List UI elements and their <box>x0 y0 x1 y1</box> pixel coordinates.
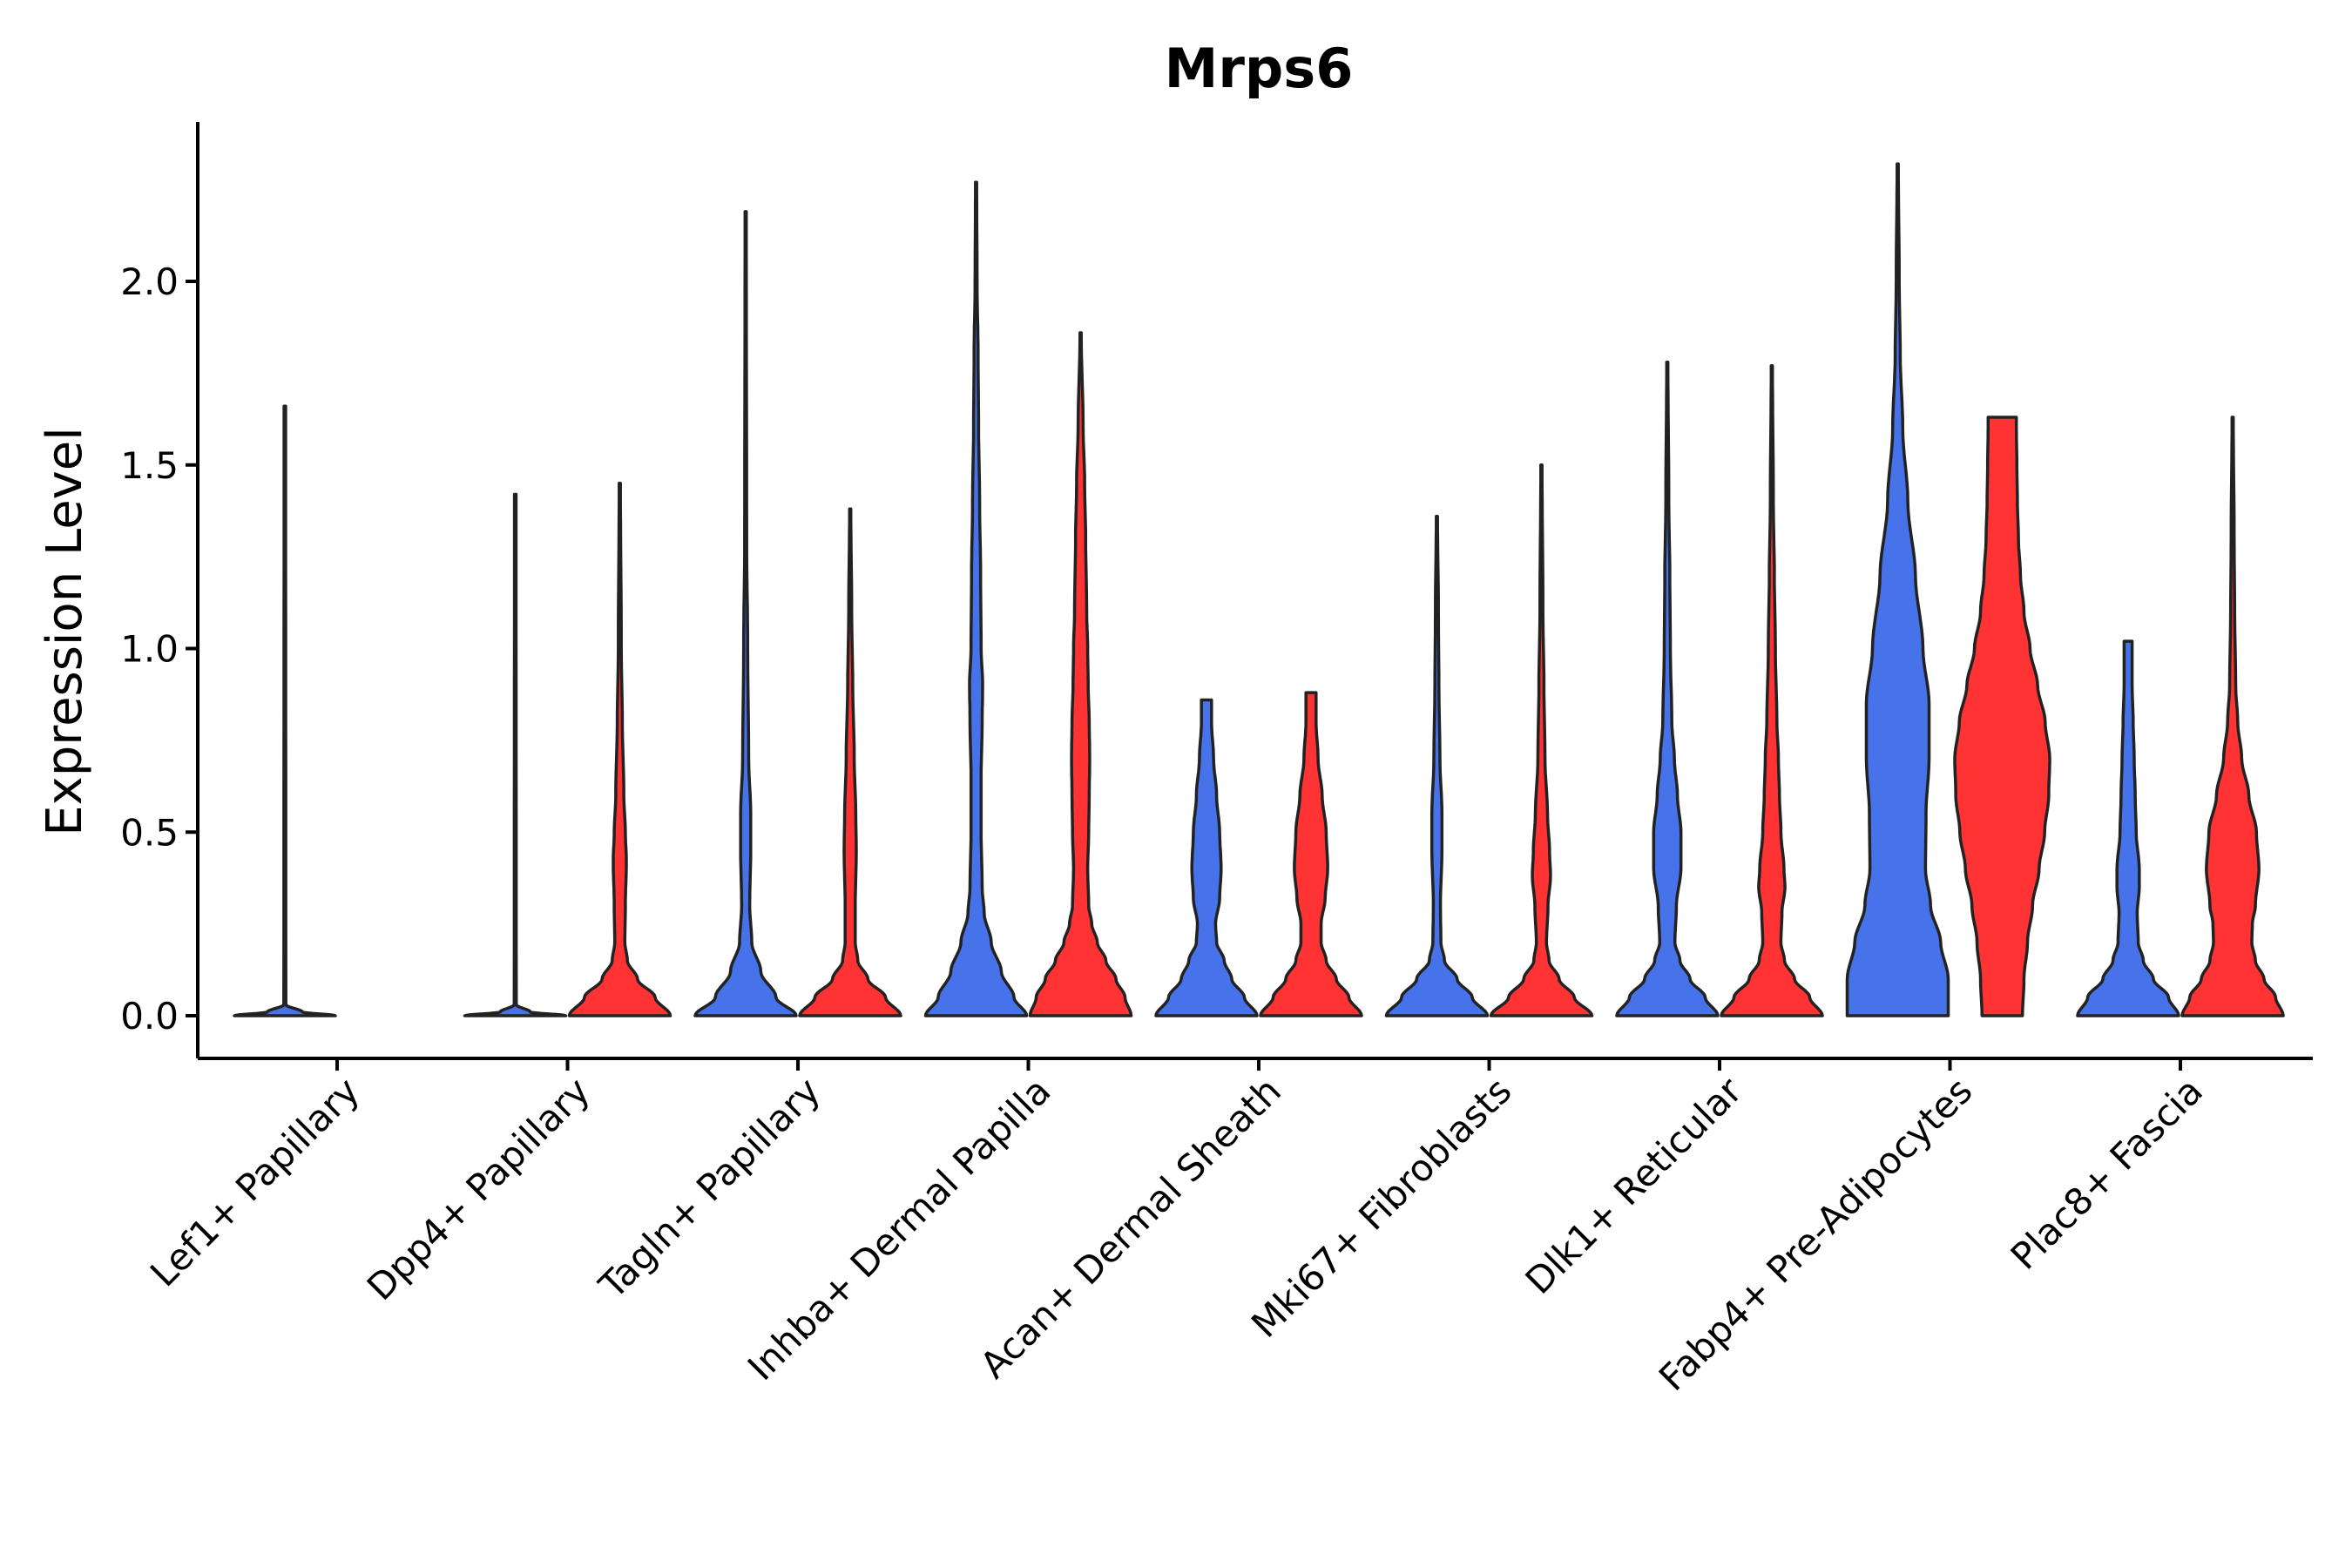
violin-group1-plac8-fascia <box>2076 639 2180 1017</box>
violin-group1-dpp4-papillary <box>463 492 568 1017</box>
x-tick-label-dlk1-reticular: Dlk1+ Reticular <box>1517 1069 1751 1302</box>
violin-group2-mki67-fibroblasts <box>1489 463 1594 1017</box>
violin-group2-acan-dermal-sheath <box>1259 691 1363 1017</box>
y-axis-label: Expression Level <box>37 427 93 836</box>
violin-group1-inhba-dermal-papilla <box>923 180 1029 1017</box>
violin-group2-dlk1-reticular <box>1720 364 1824 1017</box>
x-tick-label-mki67-fibroblasts: Mki67+ Fibroblasts <box>1243 1069 1519 1345</box>
y-tick-label: 1.0 <box>120 628 179 671</box>
x-tick-label-plac8-fascia: Plac8+ Fascia <box>2003 1069 2211 1277</box>
y-tick-label: 0.0 <box>120 995 179 1037</box>
y-tick-label: 0.5 <box>120 811 179 854</box>
violin-group2-fabp4-pre-adipocytes <box>1953 416 2051 1017</box>
violin-group2-inhba-dermal-papilla <box>1028 331 1133 1017</box>
violin-group1-lef1-papillary <box>233 404 337 1017</box>
violins-layer <box>233 162 2285 1017</box>
violin-group1-dlk1-reticular <box>1615 360 1720 1017</box>
x-tick-label-dpp4-papillary: Dpp4+ Papillary <box>359 1069 598 1308</box>
violin-group2-tagln-papillary <box>798 507 902 1017</box>
x-tick-label-tagln-papillary: Tagln+ Papillary <box>591 1069 828 1307</box>
violin-group1-fabp4-pre-adipocytes <box>1845 162 1950 1017</box>
violin-group1-mki67-fibroblasts <box>1384 515 1490 1017</box>
y-tick-label: 2.0 <box>120 260 179 303</box>
violin-group2-dpp4-papillary <box>567 482 672 1017</box>
violin-group1-tagln-papillary <box>693 210 798 1017</box>
violin-group2-plac8-fascia <box>2180 416 2285 1017</box>
violin-group1-acan-dermal-sheath <box>1154 698 1259 1017</box>
chart-title: Mrps6 <box>1165 37 1354 100</box>
x-tick-label-lef1-papillary: Lef1+ Papillary <box>142 1069 368 1294</box>
y-tick-label: 1.5 <box>120 444 179 487</box>
